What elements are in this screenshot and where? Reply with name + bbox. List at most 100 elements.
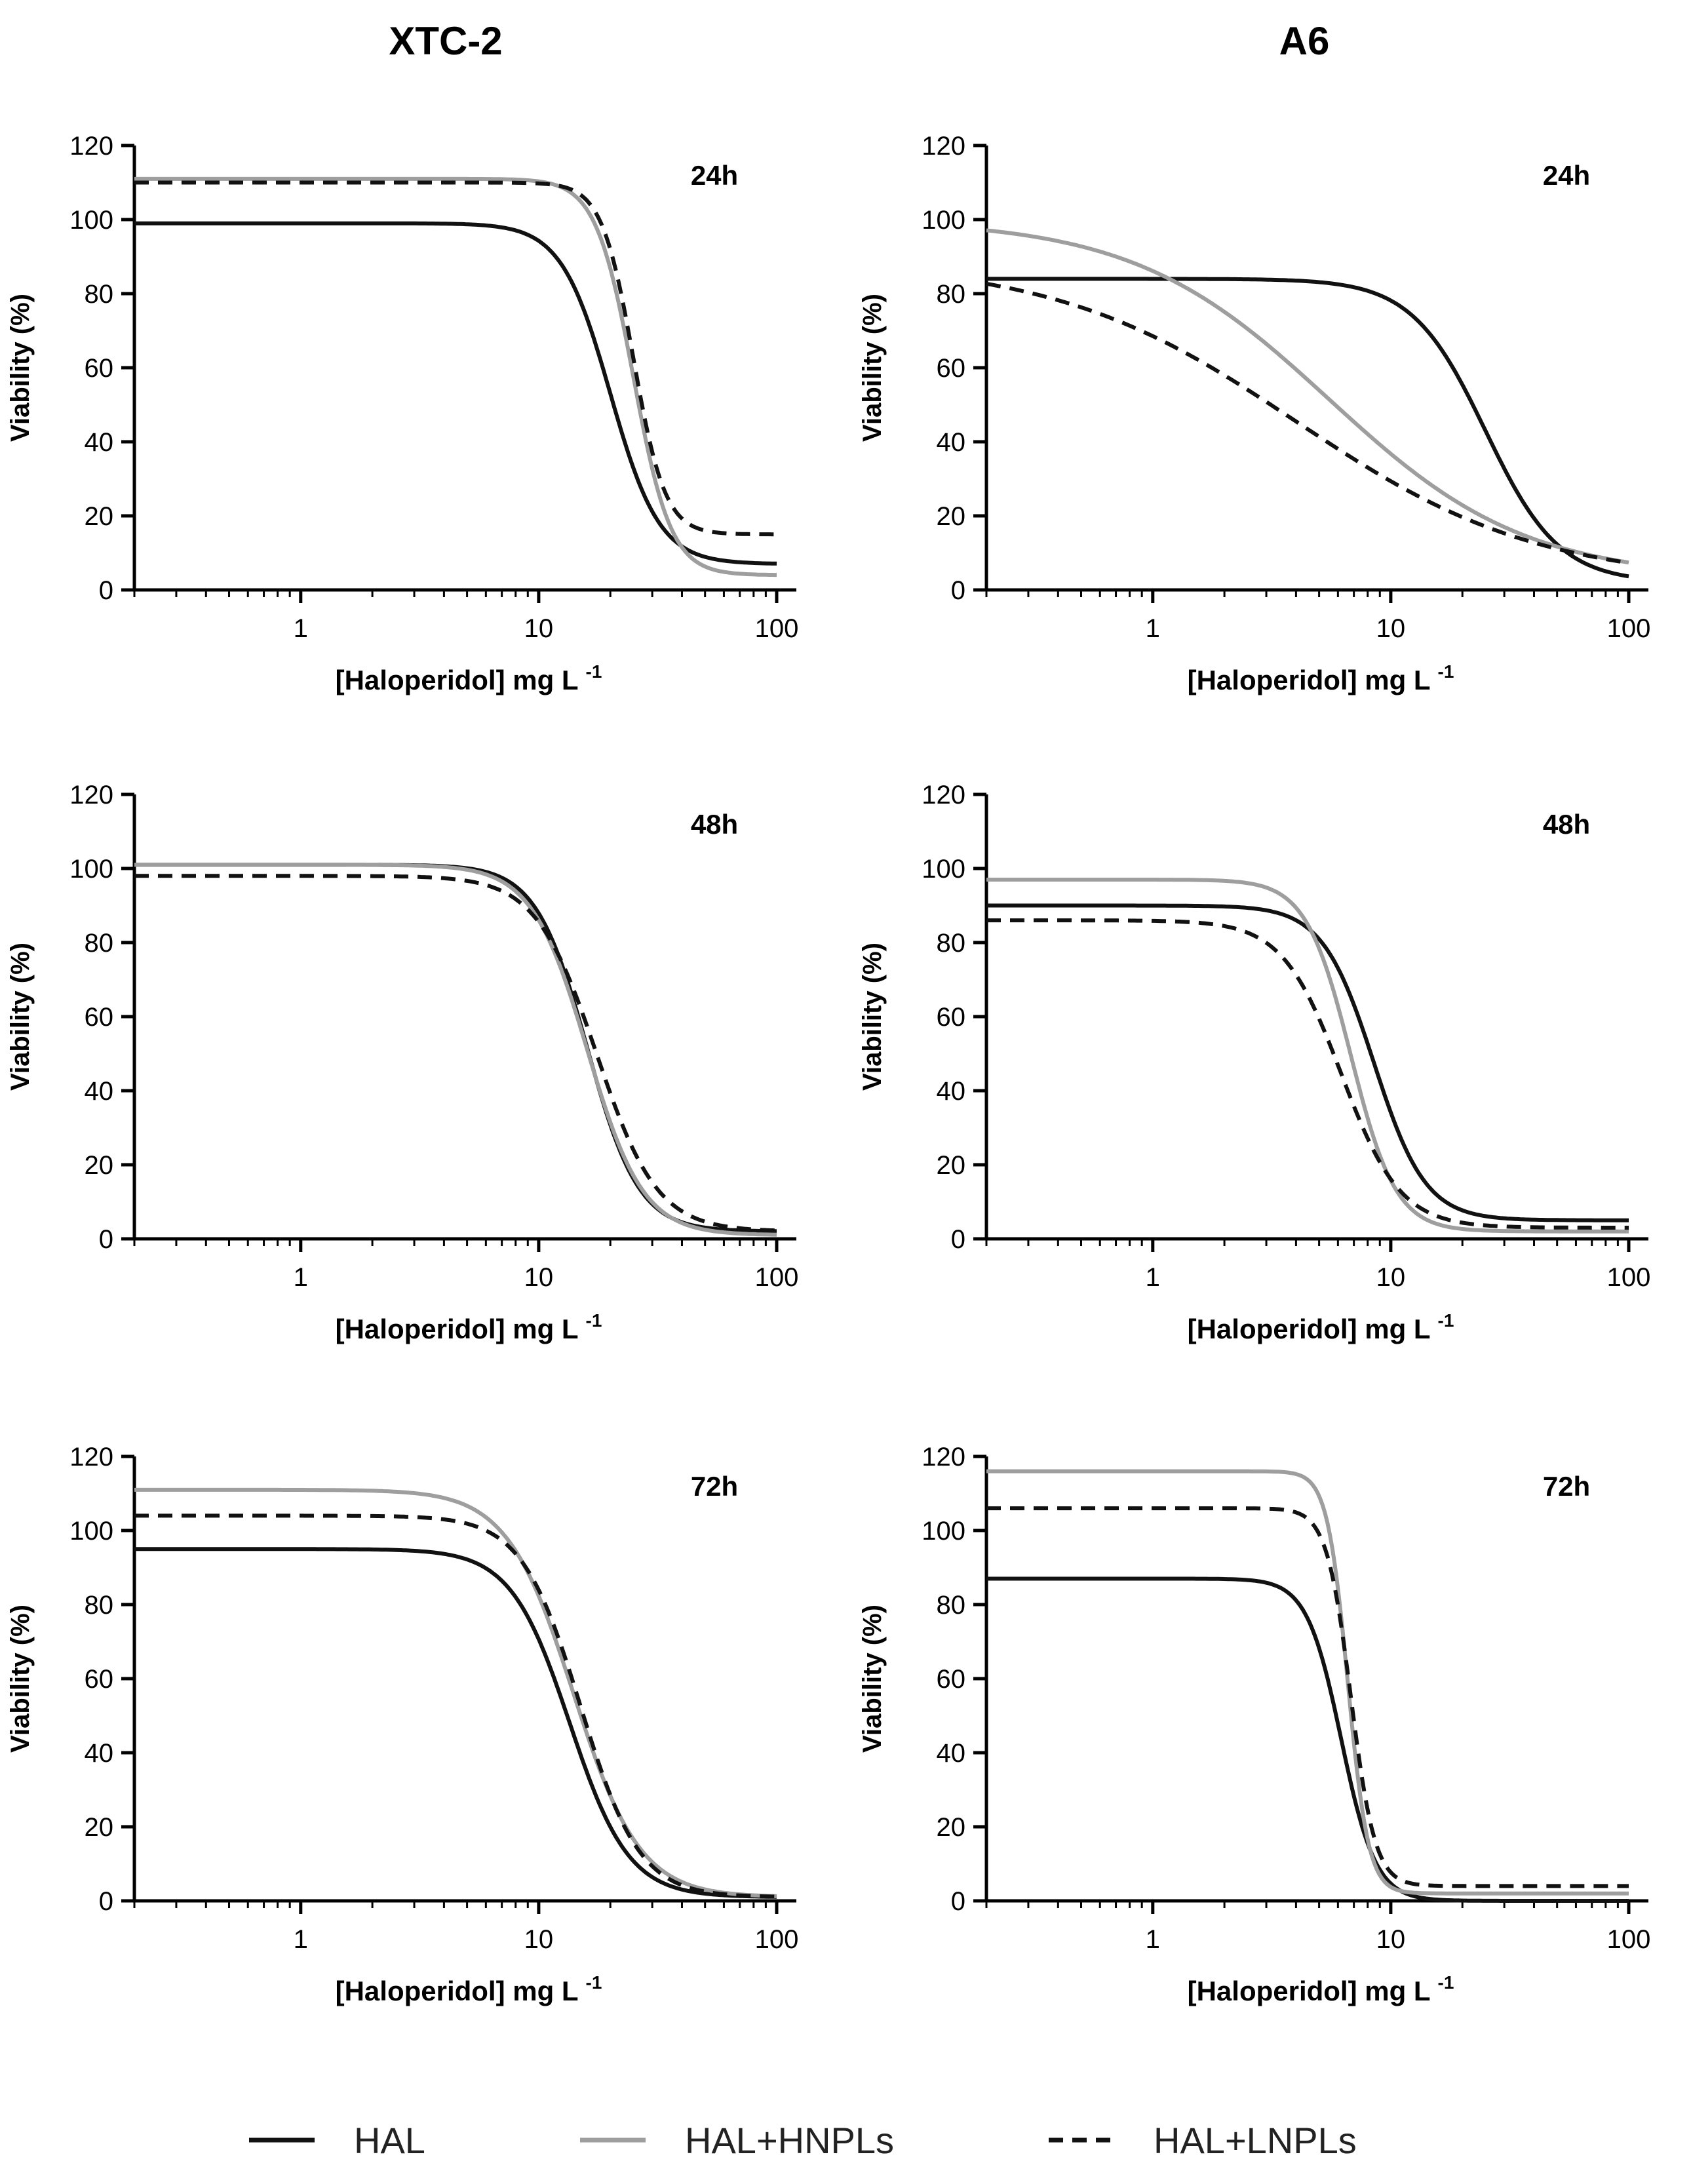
y-tick-label: 120 xyxy=(922,132,965,161)
series-line-hal-hnpls xyxy=(134,176,777,577)
y-tick-label: 0 xyxy=(99,1887,113,1916)
series-line-hal xyxy=(134,1547,777,1899)
y-tick-label: 40 xyxy=(85,1077,114,1106)
x-tick-label: 100 xyxy=(755,1263,799,1292)
y-tick-label: 100 xyxy=(922,206,965,235)
series-line-hal xyxy=(986,1576,1629,1903)
legend-swatch-hal-lnpls xyxy=(1049,2137,1114,2143)
y-tick-label: 40 xyxy=(85,1739,114,1768)
y-tick-label: 0 xyxy=(99,1225,113,1254)
x-tick-label: 10 xyxy=(524,614,554,643)
series-line-hal-lnpls xyxy=(986,281,1629,565)
legend-label: HAL+HNPLs xyxy=(685,2119,895,2161)
time-annotation: 24h xyxy=(691,160,738,191)
series-line-hal xyxy=(134,863,777,1234)
y-tick-label: 80 xyxy=(85,929,114,958)
series-line-hal-lnpls xyxy=(986,918,1629,1230)
chart-a6-24h: 0 20 40 60 80 100 120 1 10 100 [Haloperidol] mg L … xyxy=(852,131,1658,747)
y-tick-label: 40 xyxy=(85,428,114,457)
y-tick-label: 60 xyxy=(85,354,114,383)
x-tick-label: 10 xyxy=(524,1925,554,1954)
y-axis-label: Viability (%) xyxy=(6,1605,35,1753)
y-tick-label: 100 xyxy=(69,855,113,884)
x-tick-label: 1 xyxy=(294,1925,308,1954)
x-axis-label: [Haloperidol] mg L -1 xyxy=(336,661,602,695)
y-tick-label: 0 xyxy=(99,576,113,605)
y-tick-label: 100 xyxy=(922,1517,965,1546)
x-axis-label: [Haloperidol] mg L -1 xyxy=(336,1972,602,2006)
legend-item-hal-lnpls: HAL+LNPLs xyxy=(1049,2111,1357,2170)
series-line-hal-hnpls xyxy=(986,228,1629,565)
y-tick-label: 120 xyxy=(922,781,965,809)
x-axis-label: [Haloperidol] mg L -1 xyxy=(336,1310,602,1344)
y-axis-label: Viability (%) xyxy=(6,294,35,442)
legend: HAL HAL+HNPLs HAL+LNPLs xyxy=(0,2111,1691,2170)
y-tick-label: 120 xyxy=(922,1443,965,1472)
y-tick-label: 60 xyxy=(85,1003,114,1032)
x-tick-label: 100 xyxy=(1607,1925,1651,1954)
legend-label: HAL xyxy=(354,2119,425,2161)
series-line-hal-hnpls xyxy=(134,1487,777,1898)
series-line-hal-lnpls xyxy=(134,1513,777,1899)
y-tick-label: 80 xyxy=(937,280,966,309)
series-line-hal-lnpls xyxy=(134,180,777,537)
series-line-hal xyxy=(134,221,777,566)
time-annotation: 24h xyxy=(1543,160,1590,191)
y-tick-label: 40 xyxy=(937,428,966,457)
y-tick-label: 100 xyxy=(69,1517,113,1546)
y-tick-label: 80 xyxy=(937,929,966,958)
x-axis-label: [Haloperidol] mg L -1 xyxy=(1188,1972,1454,2006)
y-tick-label: 80 xyxy=(85,280,114,309)
series-line-hal-hnpls xyxy=(134,863,777,1237)
y-tick-label: 60 xyxy=(937,1665,966,1694)
y-tick-label: 80 xyxy=(937,1591,966,1620)
time-annotation: 48h xyxy=(691,809,738,840)
y-axis-label: Viability (%) xyxy=(6,943,35,1091)
y-tick-label: 0 xyxy=(951,1225,965,1254)
y-axis-label: Viability (%) xyxy=(858,943,887,1091)
time-annotation: 48h xyxy=(1543,809,1590,840)
x-tick-label: 100 xyxy=(755,1925,799,1954)
y-axis-label: Viability (%) xyxy=(858,294,887,442)
x-tick-label: 1 xyxy=(294,614,308,643)
legend-swatch-hal xyxy=(249,2137,315,2143)
y-tick-label: 100 xyxy=(922,855,965,884)
x-tick-label: 10 xyxy=(524,1263,554,1292)
legend-label: HAL+LNPLs xyxy=(1154,2119,1357,2161)
x-axis-label: [Haloperidol] mg L -1 xyxy=(1188,1310,1454,1344)
y-tick-label: 20 xyxy=(85,502,114,531)
y-tick-label: 0 xyxy=(951,1887,965,1916)
x-tick-label: 100 xyxy=(755,614,799,643)
time-annotation: 72h xyxy=(691,1471,738,1502)
y-tick-label: 80 xyxy=(85,1591,114,1620)
y-tick-label: 100 xyxy=(69,206,113,235)
y-tick-label: 60 xyxy=(85,1665,114,1694)
x-axis-label: [Haloperidol] mg L -1 xyxy=(1188,661,1454,695)
legend-item-hal-hnpls: HAL+HNPLs xyxy=(580,2111,894,2170)
series-line-hal xyxy=(986,903,1629,1222)
x-tick-label: 100 xyxy=(1607,614,1651,643)
x-tick-label: 1 xyxy=(1146,1925,1160,1954)
x-tick-label: 1 xyxy=(294,1263,308,1292)
chart-a6-48h: 0 20 40 60 80 100 120 1 10 100 [Haloperidol] mg L … xyxy=(852,780,1658,1396)
series-line-hal-lnpls xyxy=(986,1506,1629,1888)
y-tick-label: 20 xyxy=(85,1151,114,1180)
x-tick-label: 10 xyxy=(1376,1925,1406,1954)
series-line-hal-hnpls xyxy=(986,878,1629,1234)
y-tick-label: 0 xyxy=(951,576,965,605)
series-line-hal-lnpls xyxy=(134,874,777,1233)
chart-xtc2-24h: 0 20 40 60 80 100 120 1 10 100 [Haloperidol] mg L … xyxy=(0,131,806,747)
x-tick-label: 1 xyxy=(1146,1263,1160,1292)
y-tick-label: 20 xyxy=(937,502,966,531)
legend-item-hal: HAL xyxy=(249,2111,425,2170)
y-tick-label: 120 xyxy=(69,1443,113,1472)
chart-xtc2-48h: 0 20 40 60 80 100 120 1 10 100 [Haloperidol] mg L … xyxy=(0,780,806,1396)
y-tick-label: 40 xyxy=(937,1077,966,1106)
y-tick-label: 20 xyxy=(85,1813,114,1842)
